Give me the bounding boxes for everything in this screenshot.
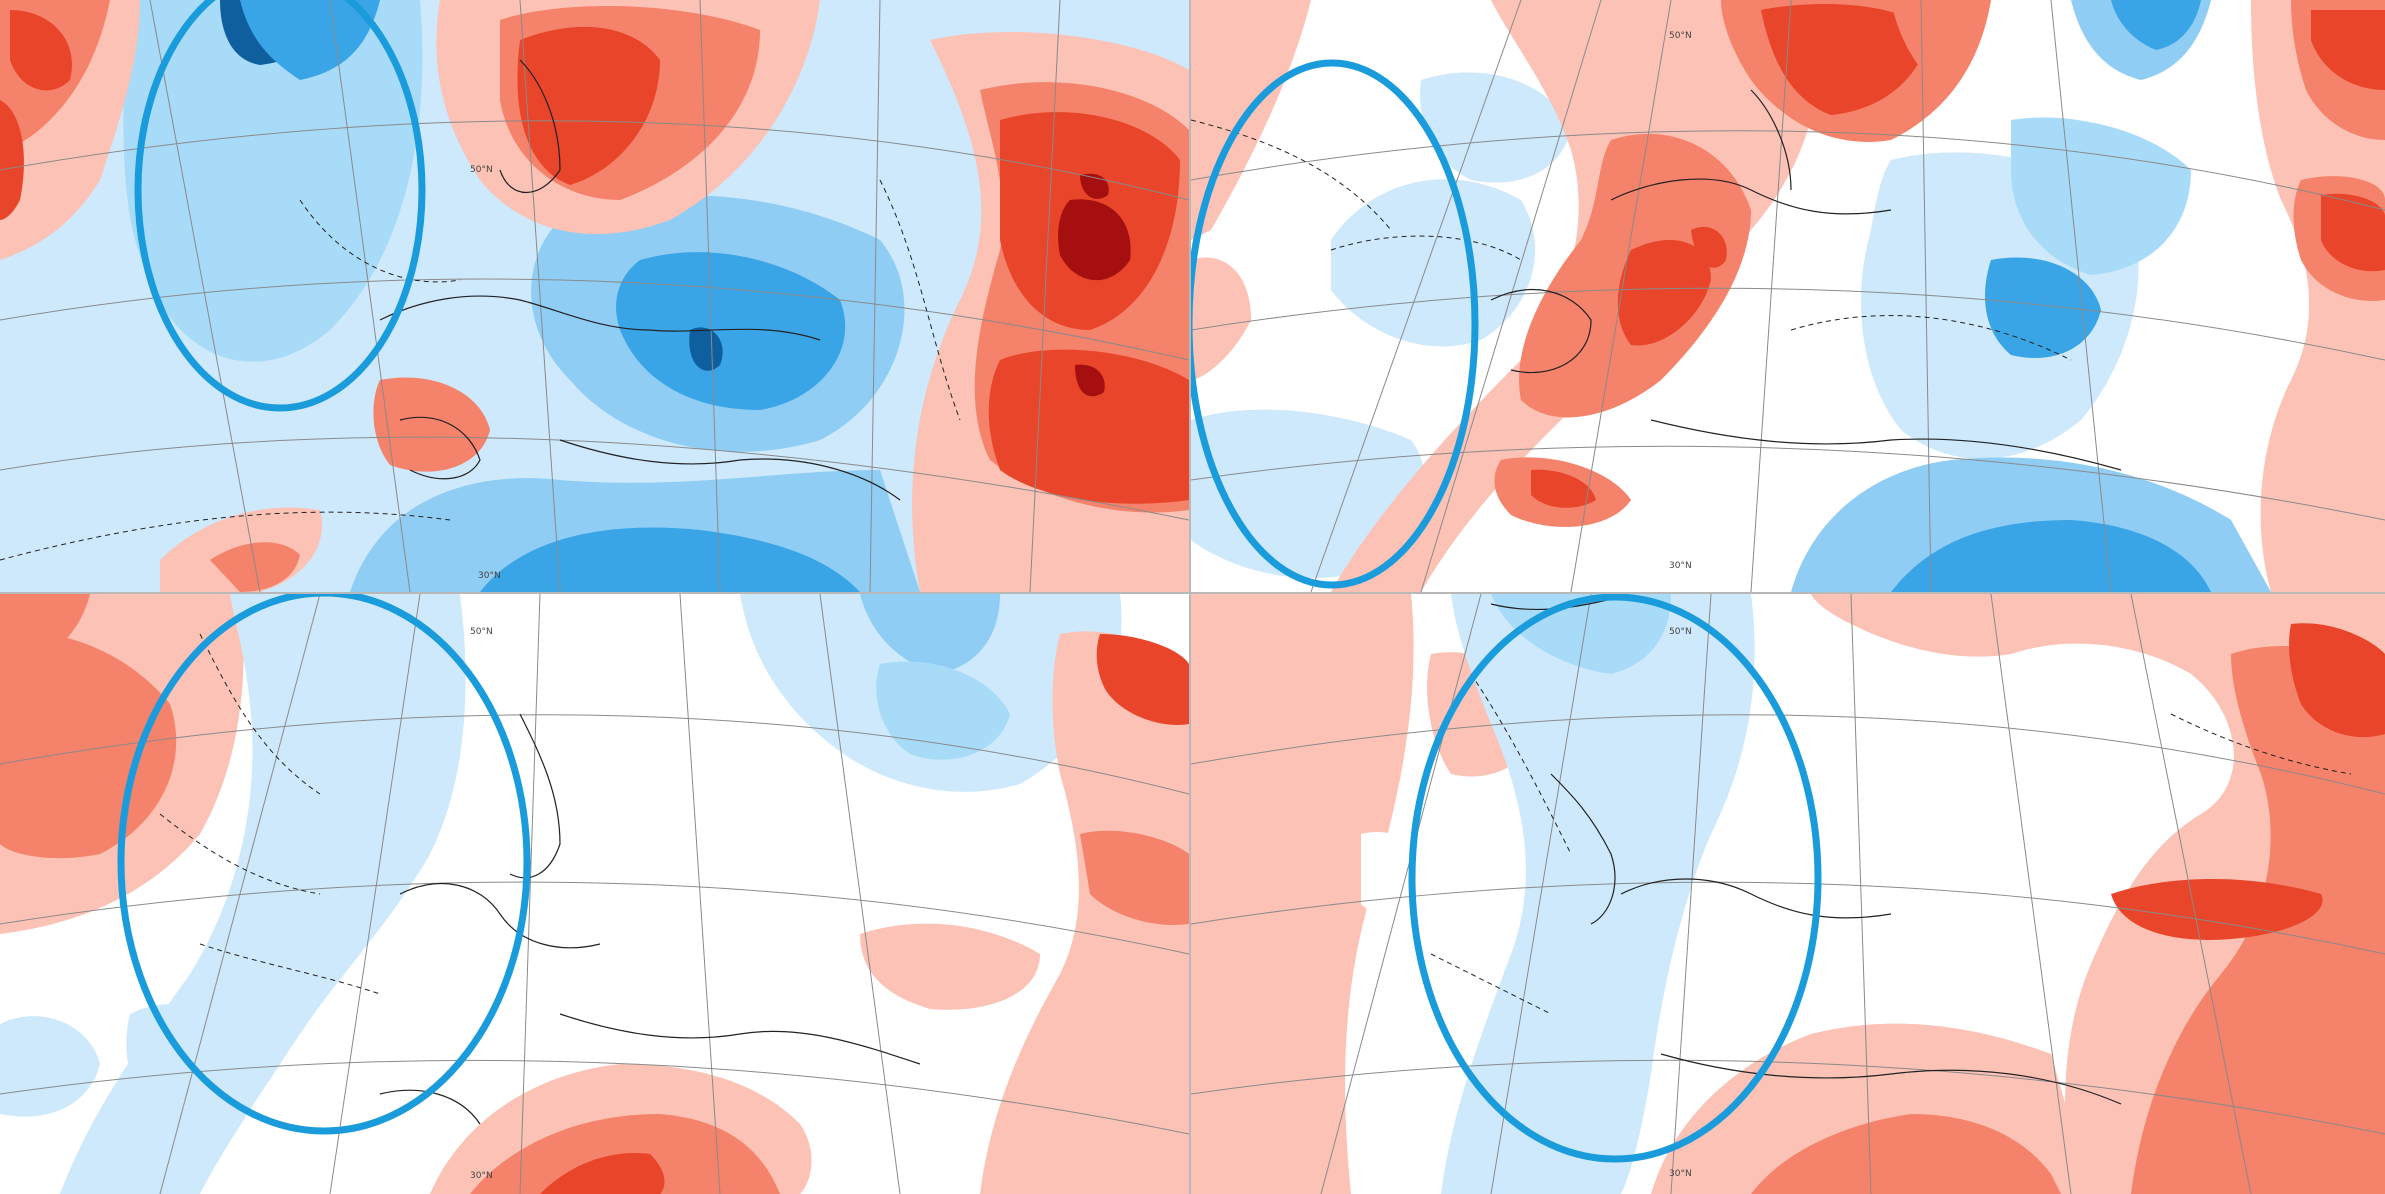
anomaly-map-top-right: 30°N 50°N [1191, 0, 2385, 592]
anomaly-map-top-left: 30°N 50°N [0, 0, 1189, 592]
lat-label-50n: 50°N [470, 627, 493, 637]
map-panel-top-right: 30°N 50°N [1191, 0, 2385, 592]
highlight-ellipse-top-right [1191, 59, 1479, 589]
map-panel-top-left: 30°N 50°N [0, 0, 1189, 592]
map-panel-bottom-left: 30°N 50°N [0, 594, 1189, 1194]
highlight-ellipse-bottom-right [1408, 594, 1822, 1163]
lat-label-30n: 30°N [1669, 1169, 1692, 1179]
lat-label-30n: 30°N [470, 1171, 493, 1181]
anomaly-map-bottom-right: 30°N 50°N [1191, 594, 2385, 1194]
lat-label-50n: 50°N [1669, 627, 1692, 637]
panel-divider-vertical [1189, 0, 1191, 1194]
lat-label-50n: 50°N [1669, 31, 1692, 41]
anomaly-map-bottom-left: 30°N 50°N [0, 594, 1189, 1194]
lat-label-30n: 30°N [478, 571, 501, 581]
panel-divider-horizontal [0, 592, 2385, 594]
map-panel-bottom-right: 30°N 50°N [1191, 594, 2385, 1194]
lat-label-30n: 30°N [1669, 561, 1692, 571]
lat-label-50n: 50°N [470, 165, 493, 175]
highlight-ellipse-bottom-left [117, 594, 531, 1135]
highlight-ellipse-top-left [134, 0, 426, 412]
